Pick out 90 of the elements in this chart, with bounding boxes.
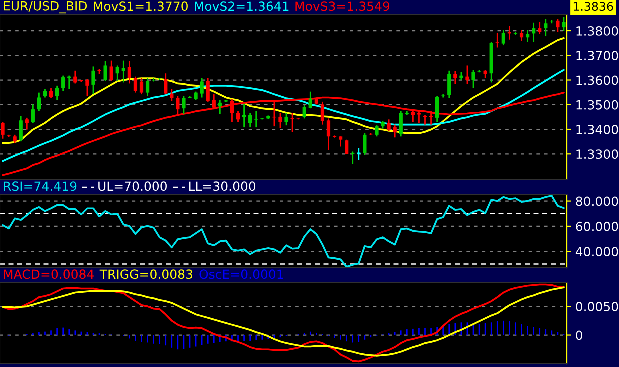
candlestick <box>345 139 349 156</box>
candlestick <box>134 76 138 94</box>
candlestick <box>550 19 554 24</box>
y-tick-label: 60.000 <box>576 222 618 232</box>
candlestick <box>104 60 108 82</box>
candlestick <box>472 69 476 90</box>
candlestick <box>544 18 548 38</box>
candlestick <box>62 75 66 92</box>
legend-label: LL=30.000 <box>189 182 256 192</box>
line-series <box>2 92 565 176</box>
candlestick <box>74 70 78 84</box>
candlestick <box>562 16 566 32</box>
candlestick <box>436 95 440 123</box>
text: MovS2=1.3641 <box>195 2 289 12</box>
candlestick <box>254 110 258 128</box>
candlestick <box>351 150 355 166</box>
candlestick <box>230 98 234 123</box>
candlestick <box>514 31 518 36</box>
candlestick <box>320 101 325 126</box>
y-tick-label: 0 <box>576 330 582 340</box>
candlestick <box>31 104 35 124</box>
series-label: TRIGG=0.0083 <box>100 270 192 280</box>
candlestick <box>37 92 42 112</box>
candlestick <box>284 112 288 126</box>
chart-title: EUR/USD_BID <box>4 1 88 14</box>
candlestick <box>116 65 120 82</box>
y-tick-label: 1.3600 <box>576 76 618 86</box>
candlestick <box>326 118 331 151</box>
candlestick <box>164 72 168 96</box>
candlestick <box>556 18 560 33</box>
y-tick-label: 40.000 <box>576 247 618 257</box>
y-tick-label: 80.000 <box>576 196 618 206</box>
candlestick <box>466 65 470 85</box>
candlestick <box>532 22 536 43</box>
candlestick <box>110 60 114 82</box>
candlestick <box>19 116 23 142</box>
line-series <box>2 69 565 162</box>
candlestick <box>128 60 132 84</box>
series-label: RSI=74.419 <box>4 182 77 192</box>
candlestick <box>182 95 186 115</box>
candlestick <box>338 136 343 148</box>
candlestick <box>502 30 506 46</box>
candlestick <box>538 21 542 36</box>
candlestick <box>393 124 397 138</box>
legend-label: UL=70.000 <box>98 182 167 192</box>
candlestick <box>68 75 72 90</box>
candlestick <box>200 78 204 98</box>
candlestick <box>496 32 500 48</box>
y-tick-label: 1.3800 <box>576 26 618 36</box>
candlestick <box>236 110 240 123</box>
candlestick <box>423 114 428 126</box>
candlestick <box>302 104 306 120</box>
candlestick <box>86 78 90 97</box>
y-tick-label: 1.3400 <box>576 124 618 134</box>
series-label: MACD=0.0084 <box>4 270 94 280</box>
text: 1.3836 <box>574 2 614 12</box>
y-tick-label: 0.0050 <box>576 302 618 312</box>
candlestick <box>55 85 60 102</box>
candlestick <box>375 124 379 138</box>
candlestick <box>520 30 524 42</box>
candlestick <box>454 70 458 86</box>
candlestick <box>387 118 391 132</box>
text: MovS1=1.3770 <box>94 2 188 12</box>
text: MovS3=1.3549 <box>296 2 390 12</box>
candlestick <box>218 100 222 115</box>
candlestick <box>206 78 210 103</box>
candlestick <box>411 108 415 123</box>
candlestick <box>92 66 96 96</box>
candlestick <box>146 78 150 97</box>
text: OscE=0.0001 <box>200 270 284 280</box>
candlestick <box>278 112 282 129</box>
candlestick <box>526 30 530 43</box>
y-tick-label: 1.3300 <box>576 150 618 160</box>
candlestick <box>308 91 312 110</box>
candlestick <box>49 88 54 100</box>
line-series <box>2 195 565 268</box>
candlestick <box>25 117 29 130</box>
candlestick <box>122 60 126 84</box>
candlestick <box>248 112 252 128</box>
candlestick <box>429 110 434 126</box>
y-tick-label: 1.3700 <box>576 51 618 61</box>
candlestick <box>176 95 180 115</box>
candlestick <box>363 132 367 156</box>
candlestick <box>242 103 246 128</box>
candlestick <box>399 110 403 138</box>
y-tick-label: 1.3500 <box>576 100 618 110</box>
candlestick <box>448 70 452 100</box>
candlestick <box>140 78 144 96</box>
candlestick <box>1 121 5 140</box>
candlestick <box>170 88 174 102</box>
